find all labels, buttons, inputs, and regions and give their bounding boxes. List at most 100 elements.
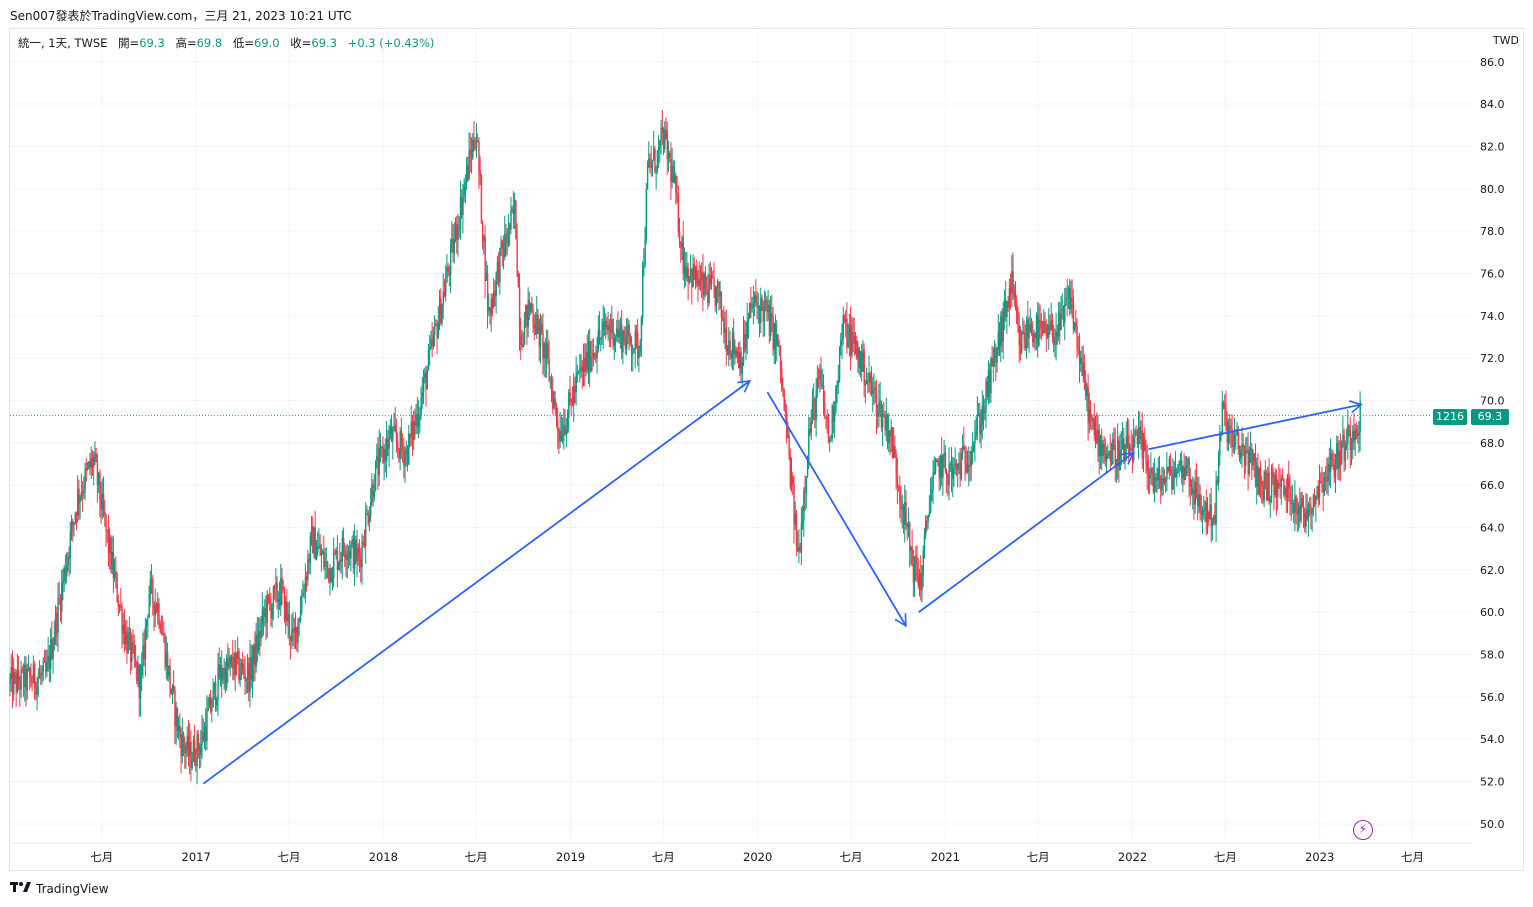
- candle-body: [1039, 320, 1041, 322]
- candle-body: [1123, 438, 1125, 462]
- candle-body: [641, 269, 644, 319]
- candle-body: [251, 664, 254, 680]
- candle-body: [368, 516, 371, 524]
- x-tick-label: 2017: [182, 850, 211, 864]
- candle-body: [601, 330, 603, 339]
- candle-body: [350, 544, 352, 559]
- candle-body: [712, 277, 714, 279]
- candle-body: [303, 592, 305, 594]
- candle-body: [933, 471, 936, 475]
- candle-body: [541, 323, 543, 332]
- candle-body: [175, 708, 177, 727]
- candle-body: [1060, 310, 1062, 330]
- candle-body: [739, 352, 741, 369]
- lightning-bolt-icon[interactable]: ⚡: [1353, 820, 1373, 840]
- candle-body: [1329, 453, 1332, 472]
- candle-body: [338, 562, 340, 570]
- candle-body: [958, 463, 960, 465]
- candle-body: [500, 240, 502, 248]
- candle-body: [441, 305, 443, 324]
- candle-body: [564, 425, 566, 435]
- candle-body: [1296, 507, 1299, 516]
- candle-body: [619, 324, 622, 330]
- candle-body: [1201, 509, 1204, 515]
- candle-body: [29, 668, 31, 677]
- candle-body: [360, 559, 362, 568]
- x-tick-label: 七月: [1214, 850, 1237, 864]
- candle-body: [878, 402, 880, 414]
- candle-body: [237, 651, 239, 659]
- candle-body: [463, 185, 465, 197]
- candles: [9, 109, 1361, 785]
- candle-body: [306, 576, 308, 581]
- candle-body: [928, 512, 931, 516]
- candle-body: [552, 389, 554, 409]
- candle-body: [409, 433, 411, 437]
- x-tick-label: 七月: [652, 850, 675, 864]
- candle-body: [545, 343, 548, 359]
- candle-body: [1136, 431, 1139, 445]
- candle-body: [1155, 476, 1157, 481]
- candle-body: [1012, 271, 1014, 291]
- candle-body: [985, 381, 987, 413]
- candle-body: [589, 341, 591, 372]
- candle-body: [746, 321, 749, 340]
- candle-body: [525, 305, 527, 319]
- candle-body: [152, 579, 154, 602]
- candle-body: [379, 446, 382, 448]
- candle-body: [467, 164, 469, 180]
- candle-body: [698, 279, 701, 287]
- candle-body: [137, 665, 139, 682]
- candle-body: [511, 208, 513, 210]
- candle-body: [883, 414, 885, 416]
- footer-branding[interactable]: TradingView: [10, 881, 109, 896]
- candle-body: [386, 438, 388, 461]
- candle-body: [624, 340, 627, 350]
- candle-body: [187, 735, 190, 756]
- candle-body: [1146, 461, 1148, 472]
- candle-body: [736, 351, 739, 357]
- candle-body: [735, 350, 737, 357]
- candle-body: [504, 233, 506, 257]
- candle-body: [228, 663, 230, 668]
- candle-body: [155, 604, 158, 613]
- candle-body: [196, 734, 198, 766]
- chart-frame[interactable]: [9, 28, 1524, 871]
- legend-symbol[interactable]: 統一, 1天, TWSE: [18, 36, 108, 50]
- candle-body: [138, 665, 141, 698]
- candle-body: [1076, 326, 1078, 349]
- candle-body: [154, 604, 157, 615]
- candle-body: [104, 511, 106, 515]
- candle-body: [31, 682, 33, 684]
- candle-body: [1219, 434, 1221, 456]
- candle-body: [296, 626, 298, 643]
- candle-body: [107, 530, 110, 553]
- candle-body: [505, 233, 507, 244]
- candle-body: [1264, 472, 1267, 487]
- candle-body: [864, 384, 867, 386]
- candle-body: [1197, 494, 1199, 507]
- candle-body: [192, 740, 195, 761]
- candle-body: [158, 603, 160, 624]
- candle-body: [902, 507, 905, 525]
- candle-body: [173, 685, 175, 691]
- candle-body: [1098, 429, 1100, 457]
- candle-body: [1121, 438, 1124, 450]
- candle-body: [765, 300, 767, 303]
- candle-body: [1286, 478, 1289, 498]
- candle-body: [590, 357, 592, 372]
- candle-body: [959, 463, 961, 479]
- candle-body: [74, 513, 77, 523]
- candle-body: [1251, 447, 1253, 466]
- candle-body: [1289, 487, 1291, 503]
- candle-body: [1108, 450, 1110, 454]
- legend-close-label: 收=: [290, 36, 312, 50]
- candle-body: [1006, 301, 1008, 318]
- candle-body: [911, 546, 913, 564]
- candle-body: [1256, 465, 1258, 487]
- candle-body: [1273, 477, 1275, 495]
- candle-body: [573, 385, 575, 406]
- candle-body: [429, 347, 431, 351]
- candle-body: [221, 665, 223, 681]
